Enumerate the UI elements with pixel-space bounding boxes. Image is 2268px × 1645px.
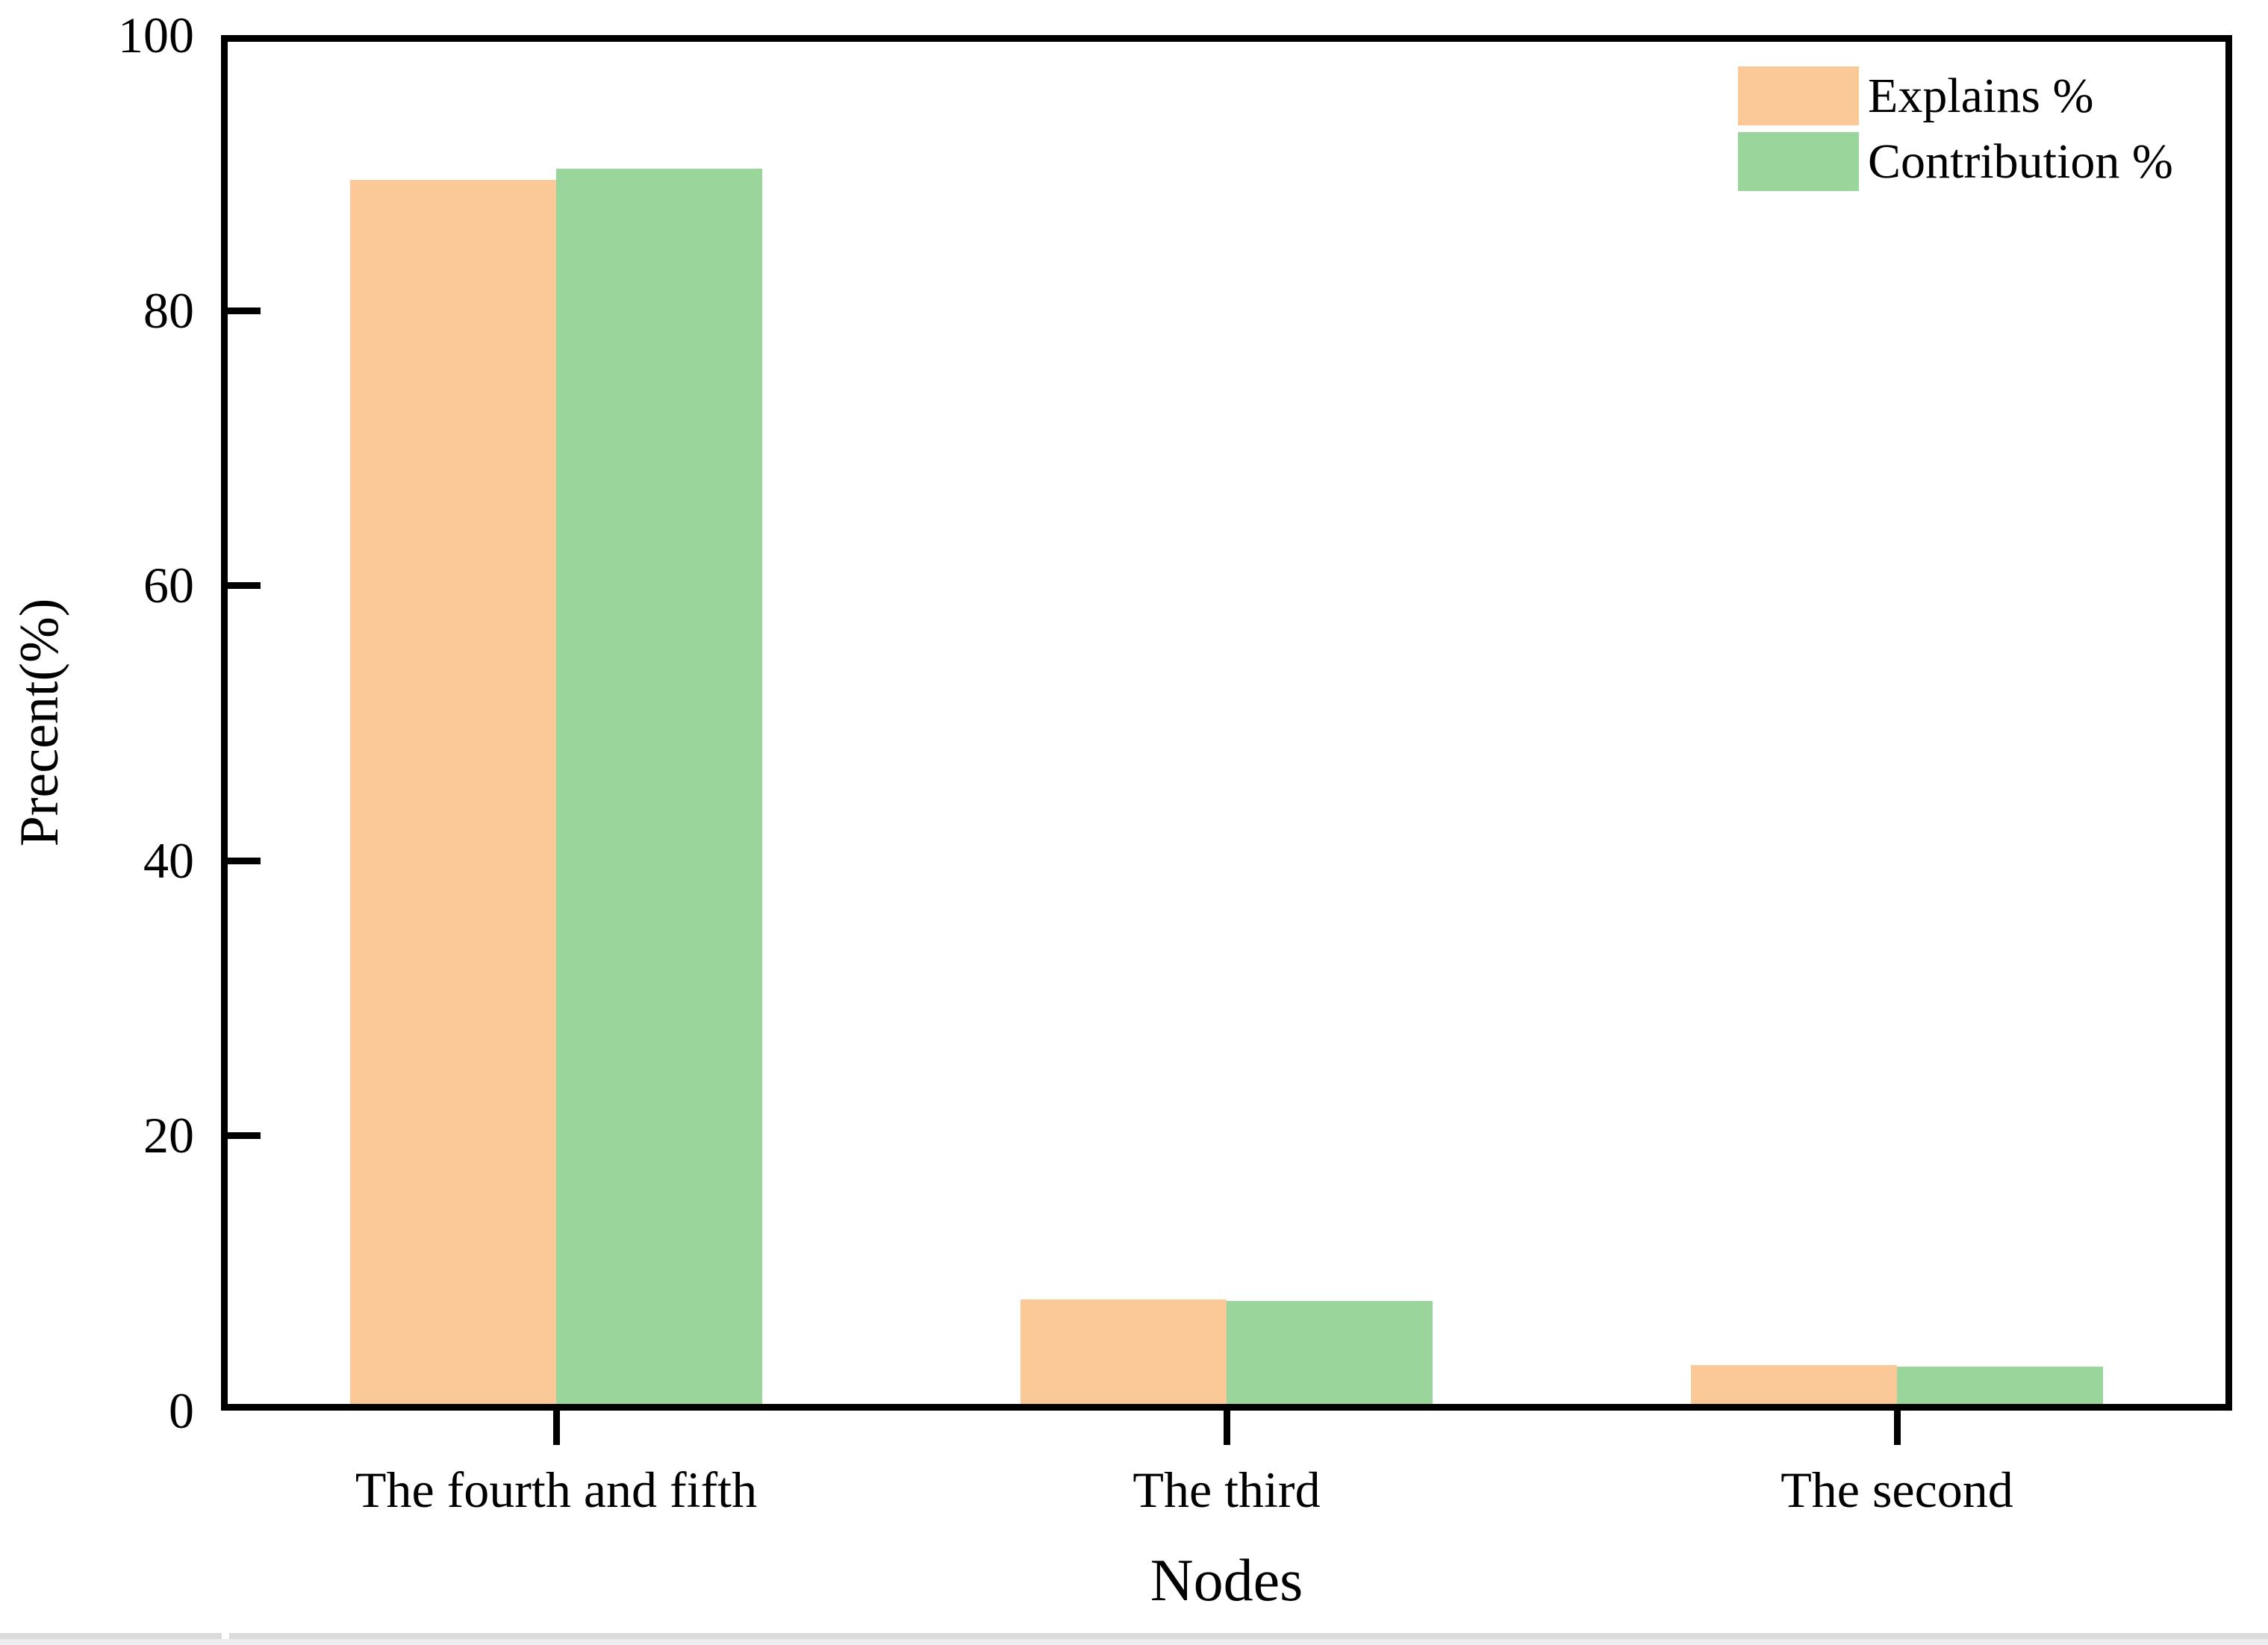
y-tick-20 xyxy=(228,1132,261,1140)
strip-segment-right xyxy=(229,1633,2268,1639)
bar-contribution-1 xyxy=(556,168,762,1405)
strip-segment-left xyxy=(0,1633,222,1639)
y-tick-label-60: 60 xyxy=(143,557,194,614)
legend-label-explains: Explains % xyxy=(1868,69,2094,123)
x-axis-title: Nodes xyxy=(1150,1548,1303,1614)
legend-label-contribution: Contribution % xyxy=(1868,134,2173,189)
x-tick-1 xyxy=(553,1411,560,1445)
y-tick-label-0: 0 xyxy=(169,1382,194,1439)
y-tick-label-20: 20 xyxy=(143,1107,194,1164)
bar-explains-1 xyxy=(350,179,556,1405)
legend-swatch-explains xyxy=(1738,66,1859,125)
bar-explains-2 xyxy=(1021,1299,1227,1405)
y-tick-label-80: 80 xyxy=(143,281,194,339)
y-tick-60 xyxy=(228,582,261,590)
y-axis-title: Precent(%) xyxy=(9,598,70,847)
bar-contribution-3 xyxy=(1897,1367,2103,1405)
x-tick-2 xyxy=(1224,1411,1230,1445)
bar-contribution-2 xyxy=(1227,1300,1433,1405)
legend-swatch-contribution xyxy=(1738,132,1859,191)
strip-lower-band xyxy=(0,1639,2268,1645)
x-category-label-1: The fourth and fifth xyxy=(355,1461,758,1518)
y-tick-label-100: 100 xyxy=(118,7,194,63)
bar-explains-3 xyxy=(1691,1365,1897,1405)
x-category-label-3: The second xyxy=(1781,1461,2013,1518)
y-tick-40 xyxy=(228,857,261,864)
x-category-label-2: The third xyxy=(1133,1461,1321,1518)
y-tick-label-40: 40 xyxy=(143,831,194,889)
y-tick-80 xyxy=(228,307,261,314)
plot-frame xyxy=(221,35,2232,1411)
x-tick-3 xyxy=(1894,1411,1901,1445)
strip-gap xyxy=(222,1633,229,1639)
